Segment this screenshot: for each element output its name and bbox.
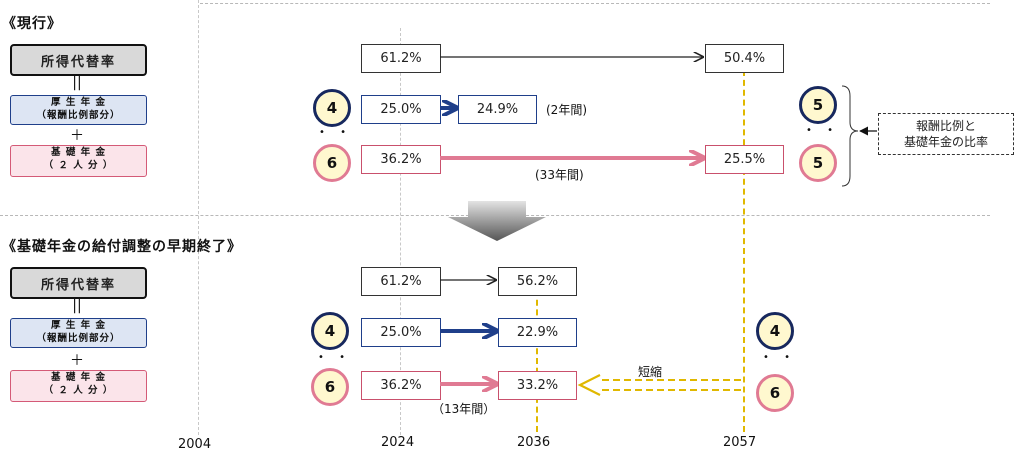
year-2024-guide <box>400 28 401 435</box>
plus-sign-2: ＋ <box>70 353 84 369</box>
equals-sign-2: || <box>72 298 82 314</box>
equals-sign: || <box>72 75 82 91</box>
shorten-arrow <box>577 374 741 396</box>
ratio-circle-kiso-2057: 5 <box>799 144 837 182</box>
ratio-note-line1: 報酬比例と <box>915 119 976 133</box>
current-total-2057: 50.4% <box>705 44 784 73</box>
ratio-note-box: 報酬比例と 基礎年金の比率 <box>878 113 1014 155</box>
ratio-brace <box>841 85 859 187</box>
ratio-circle-kosei-2057-early: 4 <box>756 312 794 350</box>
ratio-colon-right: • • <box>806 125 839 136</box>
current-section-title: 《現行》 <box>2 16 62 32</box>
current-total-2024: 61.2% <box>361 44 441 73</box>
ratio-circle-kosei-2024: 4 <box>313 89 351 127</box>
early-total-2024: 61.2% <box>361 267 441 296</box>
kosei-nenkin-line1: 厚 生 年 金 <box>51 97 106 108</box>
current-kosei-period: (2年間) <box>546 103 587 117</box>
ratio-colon-early-right: • • <box>763 352 796 363</box>
kosei-nenkin-line2-2: （報酬比例部分） <box>36 333 121 344</box>
year-2057-label: 2057 <box>723 435 757 450</box>
early-total-2036: 56.2% <box>498 267 577 296</box>
year-2004-guide <box>198 0 199 435</box>
transition-down-arrow <box>448 201 546 241</box>
year-2004-label: 2004 <box>178 437 212 452</box>
plus-sign: ＋ <box>70 128 84 144</box>
ratio-colon-early: • • <box>318 352 351 363</box>
year-2024-label: 2024 <box>381 435 415 450</box>
early-section-title: 《基礎年金の給付調整の早期終了》 <box>2 239 242 255</box>
kosei-nenkin-line2: （報酬比例部分） <box>36 110 121 121</box>
replacement-rate-label: 所得代替率 <box>10 44 147 76</box>
current-kiso-2024: 36.2% <box>361 145 441 174</box>
early-kiso-2036: 33.2% <box>498 371 577 400</box>
ratio-note-line2: 基礎年金の比率 <box>903 135 988 149</box>
top-separator <box>200 3 990 4</box>
kiso-nenkin-label-2: 基 礎 年 金 （ ２ 人 分 ） <box>10 370 147 402</box>
current-kosei-end: 24.9% <box>458 95 537 124</box>
kiso-nenkin-line2: （ ２ 人 分 ） <box>43 160 114 171</box>
kiso-nenkin-line1-2: 基 礎 年 金 <box>51 372 106 383</box>
current-kiso-2057: 25.5% <box>705 145 784 174</box>
year-2057-guide <box>743 70 745 432</box>
year-2036-guide <box>536 290 538 432</box>
kosei-nenkin-label-2: 厚 生 年 金 （報酬比例部分） <box>10 318 147 348</box>
current-kiso-period: (33年間) <box>535 168 584 182</box>
early-kiso-2024: 36.2% <box>361 371 441 400</box>
early-kosei-2024: 25.0% <box>361 318 441 347</box>
replacement-rate-label-2: 所得代替率 <box>10 267 147 299</box>
ratio-circle-kiso-2024: 6 <box>313 144 351 182</box>
ratio-circle-kosei-2024-early: 4 <box>311 312 349 350</box>
early-kosei-2036: 22.9% <box>498 318 577 347</box>
early-kiso-period: （13年間） <box>432 402 496 416</box>
current-kosei-2024: 25.0% <box>361 95 441 124</box>
kiso-nenkin-line2-2: （ ２ 人 分 ） <box>43 385 114 396</box>
ratio-circle-kosei-2057: 5 <box>799 86 837 124</box>
ratio-circle-kiso-2024-early: 6 <box>311 368 349 406</box>
kiso-nenkin-label: 基 礎 年 金 （ ２ 人 分 ） <box>10 145 147 177</box>
kosei-nenkin-line1-2: 厚 生 年 金 <box>51 320 106 331</box>
kosei-nenkin-label: 厚 生 年 金 （報酬比例部分） <box>10 95 147 125</box>
kiso-nenkin-line1: 基 礎 年 金 <box>51 147 106 158</box>
year-2036-label: 2036 <box>517 435 551 450</box>
ratio-circle-kiso-2057-early: 6 <box>756 374 794 412</box>
shorten-label: 短縮 <box>638 365 663 379</box>
ratio-colon: • • <box>319 127 352 138</box>
